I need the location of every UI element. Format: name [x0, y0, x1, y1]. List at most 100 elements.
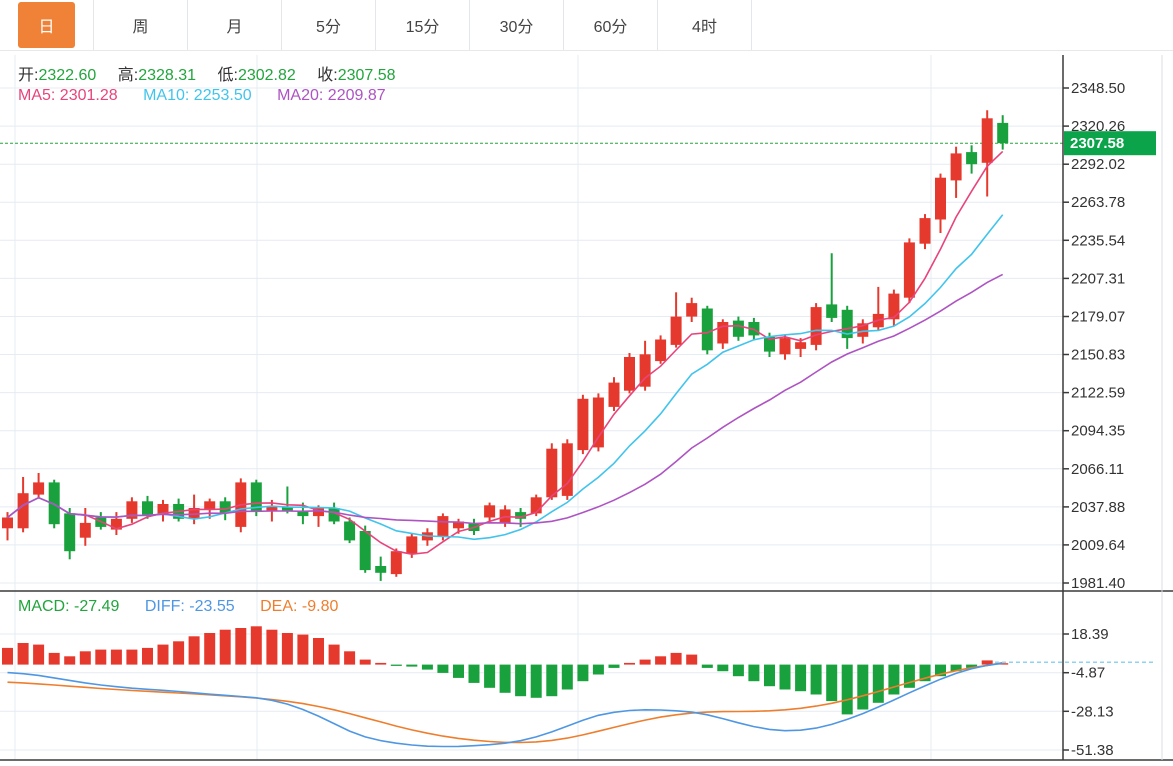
macd-histogram-bar: [888, 664, 900, 695]
macd-histogram-bar: [639, 659, 651, 665]
candle-body: [313, 508, 324, 517]
candle-body: [997, 122, 1009, 144]
tab-hour4[interactable]: 4时: [658, 0, 752, 50]
candle-body: [655, 339, 667, 362]
macd-histogram-bar: [530, 664, 542, 698]
macd-histogram-bar: [624, 662, 635, 665]
macd-histogram-bar: [919, 664, 931, 682]
tab-min30[interactable]: 30分: [470, 0, 564, 50]
macd-histogram-bar: [142, 647, 153, 665]
macd-histogram-bar: [981, 660, 993, 665]
tab-min15[interactable]: 15分: [376, 0, 470, 50]
candle-body: [624, 357, 635, 391]
candle-body: [826, 304, 838, 318]
tab-label: 4时: [692, 19, 717, 36]
candle-body: [546, 448, 558, 498]
price-axis-label: 2292.02: [1071, 156, 1125, 173]
macd-histogram-bar: [126, 649, 138, 665]
candle-body: [484, 505, 496, 518]
tab-label: 60分: [593, 19, 628, 36]
diff-line: [7, 662, 1003, 748]
macd-histogram-bar: [670, 652, 682, 665]
candle-body: [608, 382, 620, 407]
macd-histogram-bar: [748, 664, 760, 682]
candle-body: [359, 531, 371, 571]
candle-body: [795, 342, 807, 349]
macd-histogram-bar: [110, 649, 122, 665]
candle-body: [686, 303, 698, 317]
tab-min5[interactable]: 5分: [282, 0, 376, 50]
macd-histogram-bar: [266, 629, 278, 665]
macd-histogram-bar: [437, 664, 449, 673]
tab-min60[interactable]: 60分: [564, 0, 658, 50]
tab-label: 周: [132, 19, 149, 36]
price-axis-label: 2235.54: [1071, 232, 1125, 249]
tab-month[interactable]: 月: [188, 0, 282, 50]
candle-body: [453, 521, 464, 529]
macd-histogram-bar: [281, 633, 293, 665]
candle-body: [17, 493, 29, 529]
macd-histogram-bar: [717, 664, 729, 672]
macd-histogram-bar: [250, 626, 262, 665]
price-axis-label: 2207.31: [1071, 270, 1125, 287]
macd-histogram-bar: [48, 652, 60, 665]
price-axis-label: 2037.88: [1071, 499, 1125, 516]
candle-body: [857, 323, 869, 337]
candle-body: [406, 536, 418, 554]
macd-histogram-bar: [313, 638, 324, 665]
candle-body: [375, 566, 387, 573]
candle-body: [966, 152, 978, 165]
candle-body: [779, 338, 791, 355]
macd-axis-label: -51.38: [1071, 742, 1114, 759]
macd-axis-label: -28.13: [1071, 703, 1114, 720]
price-axis-label: 2094.35: [1071, 423, 1125, 440]
macd-histogram-bar: [173, 641, 185, 665]
candle-body: [515, 512, 527, 519]
macd-histogram-bar: [421, 664, 433, 670]
macd-axis-label: -4.87: [1071, 665, 1105, 682]
candle-body: [981, 118, 993, 163]
macd-histogram-bar: [188, 636, 200, 665]
candle-body: [561, 443, 573, 496]
candle-body: [950, 153, 962, 181]
macd-panel-plot[interactable]: [0, 591, 1063, 760]
candle-body: [2, 517, 13, 529]
macd-histogram-bar: [810, 664, 822, 695]
macd-histogram-bar: [219, 629, 231, 665]
macd-histogram-bar: [297, 634, 309, 665]
candle-body: [764, 336, 775, 352]
candle-body: [79, 522, 91, 538]
macd-histogram-bar: [95, 649, 107, 665]
ma20-line: [7, 273, 1004, 525]
tab-day[interactable]: 日: [0, 0, 94, 50]
macd-histogram-bar: [966, 664, 978, 668]
tab-week[interactable]: 周: [94, 0, 188, 50]
price-axis-label: 2320.26: [1071, 118, 1125, 135]
candle-body: [437, 516, 449, 537]
macd-histogram-bar: [344, 651, 356, 665]
macd-histogram-bar: [857, 664, 869, 710]
macd-histogram-bar: [655, 656, 667, 665]
macd-histogram-bar: [795, 664, 807, 692]
macd-histogram-bar: [732, 664, 744, 677]
tab-label: 5分: [316, 19, 341, 36]
macd-histogram-bar: [592, 664, 604, 675]
macd-histogram-bar: [204, 633, 216, 665]
macd-histogram-bar: [826, 664, 838, 702]
macd-histogram-bar: [935, 664, 946, 677]
candle-body: [919, 218, 931, 244]
main-chart-plot[interactable]: [0, 55, 1063, 591]
price-axis-label: 2263.78: [1071, 194, 1125, 211]
tab-label: 日: [18, 2, 75, 48]
candle-body: [810, 307, 822, 345]
macd-axis-label: 18.39: [1071, 626, 1109, 643]
macd-histogram-bar: [764, 664, 775, 687]
tab-label: 月: [226, 19, 243, 36]
macd-histogram-bar: [608, 664, 620, 668]
macd-histogram-bar: [359, 659, 371, 665]
tab-label: 30分: [499, 19, 534, 36]
macd-histogram-bar: [17, 643, 29, 665]
macd-histogram-bar: [546, 664, 558, 697]
